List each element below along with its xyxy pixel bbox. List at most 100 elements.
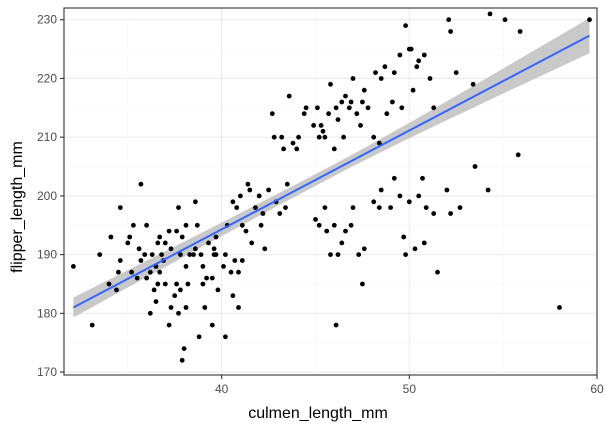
data-point	[406, 199, 412, 205]
data-point	[333, 322, 339, 328]
plot-panel	[63, 7, 598, 376]
data-point	[162, 240, 168, 246]
data-point	[178, 252, 183, 257]
x-axis-title: culmen_length_mm	[248, 405, 388, 422]
data-point	[420, 175, 425, 181]
y-tick-label: 170	[37, 365, 57, 379]
data-point	[97, 252, 103, 257]
y-tick-label: 190	[37, 248, 57, 262]
data-point	[356, 252, 362, 257]
data-point	[427, 76, 433, 81]
data-point	[117, 205, 123, 211]
data-point	[346, 105, 352, 111]
data-point	[399, 105, 405, 111]
data-point	[151, 287, 157, 293]
data-point	[453, 70, 459, 75]
data-point	[236, 269, 241, 275]
data-point	[211, 246, 217, 252]
data-point	[138, 258, 144, 263]
data-point	[324, 228, 330, 234]
x-axis: 40 50 60	[215, 375, 604, 396]
data-point	[166, 322, 172, 328]
data-point	[200, 264, 206, 269]
data-point	[326, 111, 331, 117]
data-point	[397, 52, 403, 58]
data-point	[315, 105, 320, 111]
data-point	[354, 111, 360, 117]
data-point	[178, 287, 183, 293]
data-point	[401, 234, 407, 240]
data-point	[193, 246, 198, 252]
data-point	[256, 193, 262, 199]
data-point	[444, 187, 450, 193]
data-point	[89, 322, 95, 328]
data-point	[322, 134, 328, 140]
data-point	[249, 240, 255, 246]
data-point	[179, 357, 185, 363]
data-point	[168, 305, 174, 310]
data-point	[166, 228, 172, 234]
y-tick-label: 210	[37, 130, 57, 144]
data-point	[155, 281, 161, 287]
data-point	[213, 234, 219, 240]
data-point	[138, 181, 144, 187]
data-point	[185, 281, 191, 287]
data-point	[181, 346, 187, 351]
data-point	[125, 240, 131, 246]
data-point	[193, 199, 198, 205]
data-point	[557, 305, 562, 310]
data-point	[134, 275, 140, 281]
data-point	[114, 287, 119, 293]
data-point	[230, 293, 236, 299]
data-point	[245, 181, 251, 187]
data-point	[397, 193, 403, 199]
data-point	[431, 211, 437, 216]
data-point	[179, 234, 185, 240]
data-point	[168, 246, 174, 252]
data-point	[262, 246, 268, 252]
data-point	[234, 205, 240, 211]
data-point	[266, 187, 271, 193]
data-point	[470, 81, 476, 87]
data-point	[301, 111, 307, 117]
data-point	[331, 222, 337, 228]
data-point	[258, 222, 264, 228]
data-point	[209, 322, 215, 328]
data-point	[174, 228, 180, 234]
data-point	[131, 222, 136, 228]
data-point	[215, 287, 221, 293]
data-point	[247, 187, 253, 193]
data-point	[281, 146, 286, 152]
data-point	[365, 105, 371, 111]
data-point	[194, 222, 200, 228]
data-point	[408, 46, 414, 52]
data-point	[448, 211, 453, 216]
data-point	[271, 134, 277, 140]
data-point	[204, 275, 210, 281]
data-point	[485, 187, 491, 193]
data-point	[423, 205, 429, 211]
data-point	[414, 64, 420, 70]
data-point	[403, 23, 408, 28]
data-point	[153, 299, 159, 304]
data-point	[243, 228, 249, 234]
data-point	[384, 111, 390, 117]
data-point	[328, 81, 333, 87]
data-point	[303, 105, 309, 111]
data-point	[457, 205, 463, 211]
y-axis: 170 180 190 200 210 220 230	[37, 13, 64, 379]
data-point	[472, 164, 478, 169]
data-point	[159, 252, 165, 257]
data-point	[279, 134, 285, 140]
data-point	[335, 252, 341, 257]
panel-border	[63, 7, 598, 376]
data-point	[403, 252, 408, 257]
data-point	[157, 234, 163, 240]
confidence-ribbon	[73, 18, 590, 318]
data-point	[209, 275, 215, 281]
data-point	[228, 269, 234, 275]
data-point	[388, 205, 393, 211]
data-point	[435, 269, 440, 275]
data-point	[373, 70, 378, 75]
